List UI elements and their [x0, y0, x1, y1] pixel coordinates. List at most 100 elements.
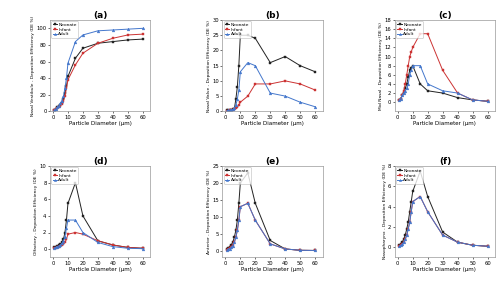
Neonate [227, 108, 233, 112]
Neonate [228, 108, 234, 112]
Infant [65, 233, 71, 236]
Infant [54, 246, 60, 249]
Infant [95, 239, 101, 243]
Adult [64, 227, 70, 230]
Y-axis label: Anterior - Deposition Efficiency (DE %): Anterior - Deposition Efficiency (DE %) [207, 170, 211, 254]
Neonate [236, 64, 242, 67]
Y-axis label: Nasal Vestibule - Deposition Efficiency (DE %): Nasal Vestibule - Deposition Efficiency … [31, 16, 35, 116]
Infant [64, 86, 70, 90]
Infant [228, 108, 234, 112]
Adult [226, 109, 232, 112]
Neonate [408, 200, 414, 203]
Infant [234, 105, 240, 108]
Line: Neonate: Neonate [53, 181, 144, 250]
Adult [297, 100, 303, 104]
Neonate [54, 244, 60, 247]
Infant [417, 195, 423, 198]
Line: Neonate: Neonate [226, 172, 316, 252]
Infant [404, 73, 409, 77]
Neonate [233, 229, 239, 232]
Infant [297, 249, 303, 252]
Neonate [440, 230, 446, 234]
Adult [140, 247, 145, 251]
Neonate [62, 91, 68, 95]
Infant [396, 98, 402, 102]
Adult [65, 61, 71, 65]
Infant [234, 229, 240, 232]
Line: Adult: Adult [53, 27, 144, 111]
Adult [245, 61, 251, 64]
Adult [125, 27, 131, 31]
Infant [52, 247, 58, 250]
Neonate [64, 85, 70, 88]
X-axis label: Particle Diameter (μm): Particle Diameter (μm) [68, 121, 132, 126]
Neonate [312, 70, 318, 74]
Adult [312, 249, 318, 252]
Infant [404, 233, 409, 237]
Infant [53, 107, 59, 111]
Title: (f): (f) [439, 157, 451, 166]
Infant [60, 243, 66, 246]
Infant [470, 243, 476, 247]
Neonate [252, 37, 258, 40]
Infant [408, 50, 414, 54]
X-axis label: Particle Diameter (μm): Particle Diameter (μm) [414, 267, 476, 272]
Adult [268, 91, 274, 95]
Neonate [297, 249, 303, 252]
Neonate [238, 181, 244, 185]
Infant [80, 51, 86, 55]
Neonate [95, 239, 101, 243]
Neonate [53, 245, 59, 248]
Line: Infant: Infant [226, 80, 316, 112]
Neonate [234, 219, 240, 222]
Neonate [400, 94, 406, 97]
Adult [62, 235, 68, 238]
Adult [59, 99, 65, 102]
Neonate [406, 210, 412, 213]
Neonate [245, 171, 251, 174]
Infant [72, 63, 78, 67]
Adult [470, 98, 476, 102]
Neonate [404, 82, 409, 86]
Adult [227, 108, 233, 112]
Adult [238, 205, 244, 208]
Neonate [405, 76, 411, 79]
Neonate [424, 89, 430, 92]
Infant [59, 243, 65, 247]
Neonate [60, 97, 66, 101]
Line: Neonate: Neonate [53, 38, 144, 111]
Neonate [400, 241, 406, 244]
Neonate [405, 220, 411, 224]
Neonate [56, 243, 62, 247]
Neonate [65, 75, 71, 78]
Neonate [64, 218, 70, 222]
Infant [484, 100, 490, 103]
Neonate [58, 243, 64, 246]
Infant [400, 94, 406, 97]
Infant [424, 210, 430, 213]
Adult [408, 210, 414, 213]
Infant [297, 82, 303, 86]
Adult [52, 108, 58, 111]
Infant [227, 109, 233, 112]
Legend: Neonate, Infant, Adult: Neonate, Infant, Adult [396, 21, 423, 38]
Neonate [58, 103, 64, 106]
Neonate [398, 97, 404, 100]
Infant [312, 88, 318, 92]
Neonate [234, 85, 240, 89]
Y-axis label: Olfactory - Deposition Efficiency (DE %): Olfactory - Deposition Efficiency (DE %) [34, 168, 38, 255]
Neonate [417, 170, 423, 173]
X-axis label: Particle Diameter (μm): Particle Diameter (μm) [241, 267, 304, 272]
Infant [53, 247, 59, 250]
Infant [140, 247, 145, 250]
Infant [406, 220, 412, 224]
Adult [62, 86, 68, 90]
Line: Infant: Infant [398, 32, 489, 103]
Infant [454, 91, 460, 95]
Infant [62, 95, 68, 98]
Adult [95, 241, 101, 244]
Infant [227, 246, 233, 250]
X-axis label: Particle Diameter (μm): Particle Diameter (μm) [241, 121, 304, 126]
Infant [252, 219, 258, 222]
Neonate [424, 195, 430, 198]
